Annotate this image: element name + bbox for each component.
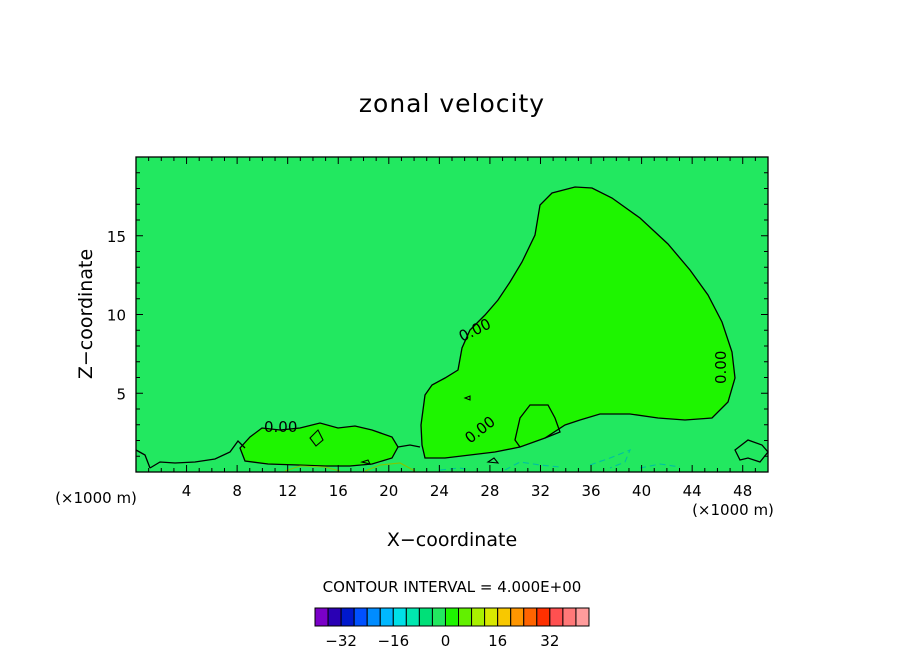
colorbar-swatch bbox=[549, 607, 564, 627]
colorbar-swatch bbox=[418, 607, 433, 627]
y-tick-label: 15 bbox=[107, 228, 126, 246]
colorbar-swatch bbox=[353, 607, 368, 627]
colorbar-swatch bbox=[392, 607, 407, 627]
colorbar-tick-label: −32 bbox=[325, 632, 357, 650]
small-contour-loops bbox=[309, 395, 500, 465]
contour-label: 0.00 bbox=[264, 418, 297, 436]
colorbar-tick-label: −16 bbox=[377, 632, 409, 650]
colorbar-swatch bbox=[444, 607, 460, 627]
colorbar-tick-label: 32 bbox=[540, 632, 559, 650]
colorbar-swatch bbox=[405, 607, 420, 627]
colorbar-swatch bbox=[536, 607, 551, 627]
positive-velocity-region-left bbox=[239, 422, 399, 467]
colorbar-swatch bbox=[327, 607, 342, 627]
contour-label: 0.00 bbox=[712, 351, 730, 384]
x-tick-label: 48 bbox=[733, 482, 752, 500]
contour-interval-text: CONTOUR INTERVAL = 4.000E+00 bbox=[323, 578, 582, 596]
y-tick-label: 10 bbox=[107, 307, 126, 325]
x-tick-label: 32 bbox=[531, 482, 550, 500]
colorbar-ticks: −32 −16 0 16 32 bbox=[325, 632, 559, 650]
x-unit-right: (×1000 m) bbox=[692, 501, 774, 519]
x-tick-label: 8 bbox=[232, 482, 242, 500]
colorbar-swatch bbox=[497, 607, 512, 627]
x-tick-label: 16 bbox=[329, 482, 348, 500]
x-tick-label: 40 bbox=[632, 482, 651, 500]
chart-title: zonal velocity bbox=[359, 89, 545, 118]
x-unit-left: (×1000 m) bbox=[55, 489, 137, 507]
x-tick-label: 44 bbox=[683, 482, 702, 500]
colorbar-swatch bbox=[314, 607, 329, 627]
colorbar-swatch bbox=[510, 607, 525, 627]
x-tick-label: 12 bbox=[278, 482, 297, 500]
x-tick-label: 4 bbox=[182, 482, 192, 500]
x-tick-label: 36 bbox=[581, 482, 600, 500]
x-tick-label: 24 bbox=[430, 482, 449, 500]
y-axis: 5 10 15 bbox=[107, 172, 768, 457]
thin-positive-contours bbox=[284, 462, 416, 472]
colorbar-swatch bbox=[575, 607, 590, 627]
colorbar-swatch bbox=[523, 607, 538, 627]
x-tick-label: 20 bbox=[379, 482, 398, 500]
x-axis-label: X−coordinate bbox=[387, 529, 517, 551]
colorbar-swatch bbox=[484, 607, 499, 627]
colorbar-swatch bbox=[458, 607, 473, 627]
colorbar-tick-label: 16 bbox=[488, 632, 507, 650]
colorbar-swatch bbox=[562, 607, 577, 627]
colorbar-swatch bbox=[471, 607, 486, 627]
colorbar bbox=[314, 607, 590, 627]
x-axis: 4 8 12 16 20 24 28 32 36 40 44 48 bbox=[148, 157, 756, 500]
y-axis-label: Z−coordinate bbox=[75, 249, 97, 379]
colorbar-swatch bbox=[431, 607, 446, 627]
zero-contour-near-surface bbox=[135, 404, 769, 469]
dashed-negative-contours bbox=[439, 449, 681, 471]
positive-velocity-region bbox=[420, 186, 736, 459]
plot-area bbox=[135, 156, 769, 473]
x-tick-label: 28 bbox=[480, 482, 499, 500]
colorbar-swatch bbox=[340, 607, 355, 627]
colorbar-swatch bbox=[366, 607, 381, 627]
y-tick-label: 5 bbox=[116, 385, 126, 403]
colorbar-tick-label: 0 bbox=[441, 632, 451, 650]
colorbar-swatch bbox=[379, 607, 394, 627]
